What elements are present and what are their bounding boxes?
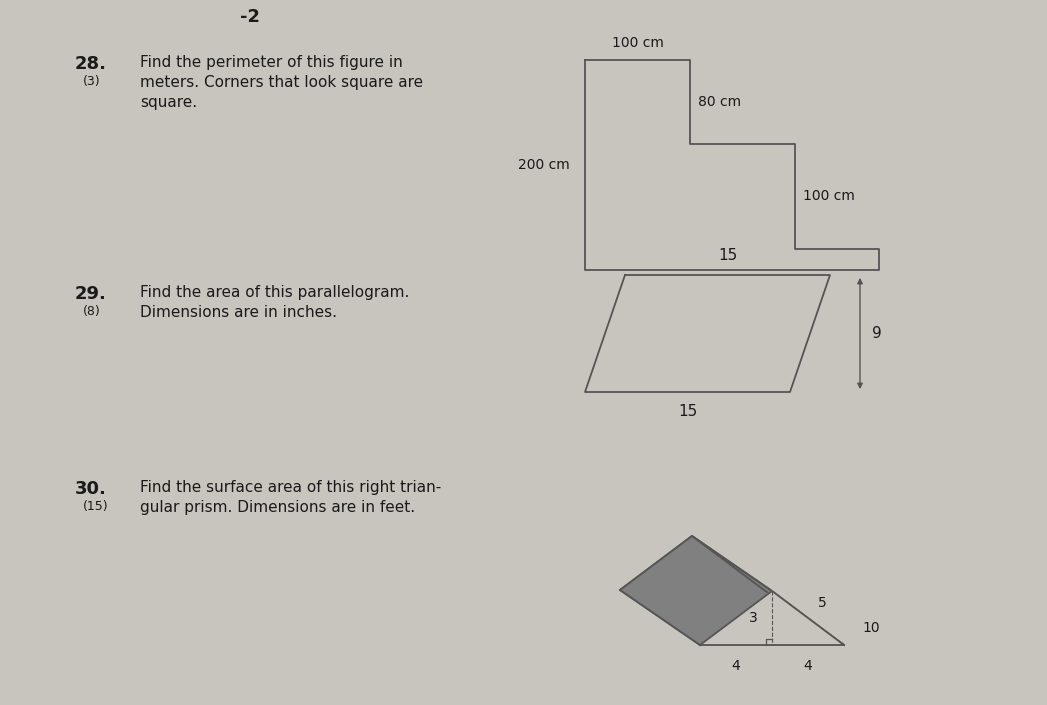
Text: 100 cm: 100 cm (803, 190, 854, 204)
Polygon shape (620, 590, 844, 645)
Polygon shape (692, 536, 844, 645)
Text: 10: 10 (862, 620, 879, 634)
Text: Find the surface area of this right trian-: Find the surface area of this right tria… (140, 480, 441, 495)
Text: meters. Corners that look square are: meters. Corners that look square are (140, 75, 423, 90)
Text: 200 cm: 200 cm (518, 158, 570, 172)
Polygon shape (620, 536, 764, 590)
Text: gular prism. Dimensions are in feet.: gular prism. Dimensions are in feet. (140, 500, 415, 515)
Text: 80 cm: 80 cm (698, 95, 741, 109)
Text: (15): (15) (83, 500, 109, 513)
Text: 28.: 28. (75, 55, 107, 73)
Text: (8): (8) (83, 305, 101, 318)
Text: 29.: 29. (75, 285, 107, 303)
Text: square.: square. (140, 95, 197, 110)
Text: 9: 9 (872, 326, 882, 341)
Polygon shape (700, 591, 844, 645)
Text: 15: 15 (677, 404, 697, 419)
Text: 4: 4 (732, 659, 740, 673)
Text: -2: -2 (240, 8, 260, 26)
Text: (3): (3) (83, 75, 101, 88)
Text: 30.: 30. (75, 480, 107, 498)
Text: 15: 15 (718, 248, 737, 263)
Text: 5: 5 (818, 596, 827, 610)
Text: 4: 4 (804, 659, 812, 673)
Text: Find the perimeter of this figure in: Find the perimeter of this figure in (140, 55, 403, 70)
Polygon shape (620, 536, 772, 645)
Text: 100 cm: 100 cm (611, 36, 664, 50)
Text: 3: 3 (750, 611, 758, 625)
Text: Find the area of this parallelogram.: Find the area of this parallelogram. (140, 285, 409, 300)
Text: Dimensions are in inches.: Dimensions are in inches. (140, 305, 337, 320)
